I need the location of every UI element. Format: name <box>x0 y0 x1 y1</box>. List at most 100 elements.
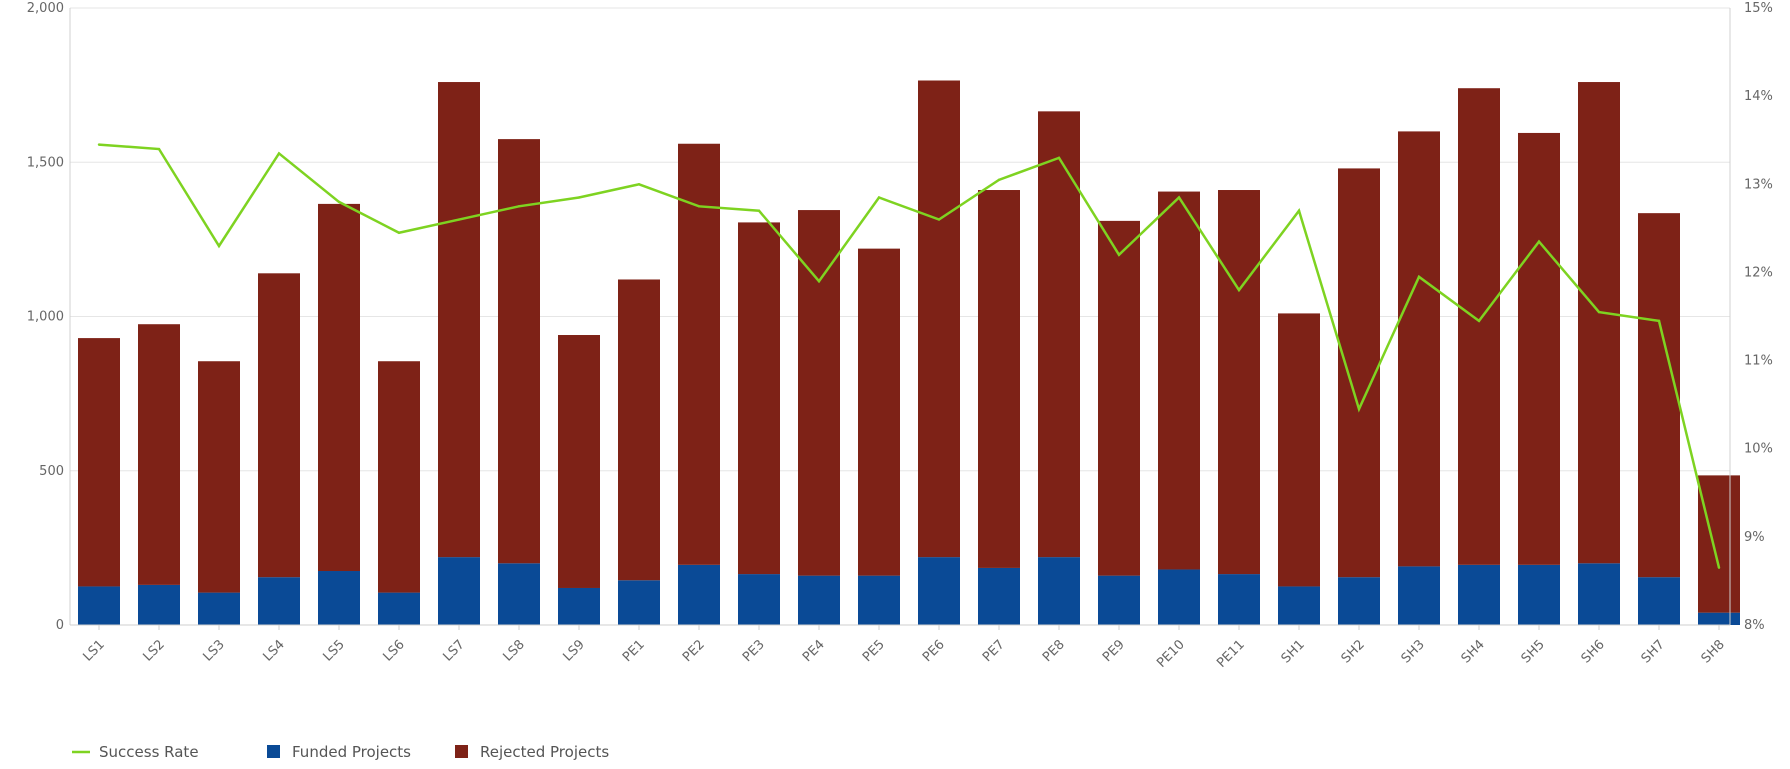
bar-funded-pe8[interactable] <box>1038 557 1080 625</box>
success-rate-point-ls5[interactable] <box>337 200 341 204</box>
success-rate-point-sh4[interactable] <box>1477 319 1481 323</box>
success-rate-point-sh1[interactable] <box>1297 209 1301 212</box>
bar-funded-ls6[interactable] <box>378 592 420 625</box>
bar-rejected-sh6[interactable] <box>1578 82 1620 564</box>
bar-funded-ls1[interactable] <box>78 586 120 625</box>
bar-funded-pe7[interactable] <box>978 567 1020 625</box>
bar-funded-sh4[interactable] <box>1458 564 1500 625</box>
bar-rejected-pe3[interactable] <box>738 222 780 575</box>
success-rate-point-ls6[interactable] <box>397 231 401 234</box>
success-rate-point-pe6[interactable] <box>937 218 941 221</box>
bar-rejected-sh1[interactable] <box>1278 313 1320 587</box>
stacked-bars <box>78 80 1740 625</box>
bar-funded-sh2[interactable] <box>1338 577 1380 625</box>
success-rate-point-ls4[interactable] <box>277 152 281 155</box>
legend-label: Funded Projects <box>292 743 411 761</box>
bar-funded-ls4[interactable] <box>258 577 300 625</box>
success-rate-point-ls3[interactable] <box>217 244 221 248</box>
bar-funded-pe6[interactable] <box>918 557 960 625</box>
bar-rejected-sh8[interactable] <box>1698 475 1740 613</box>
bar-rejected-ls9[interactable] <box>558 335 600 588</box>
success-rate-point-sh7[interactable] <box>1657 319 1661 323</box>
bar-funded-pe10[interactable] <box>1158 569 1200 625</box>
success-rate-point-pe11[interactable] <box>1237 288 1241 292</box>
success-rate-point-sh2[interactable] <box>1357 407 1361 411</box>
success-rate-point-ls8[interactable] <box>517 205 521 208</box>
bar-rejected-ls1[interactable] <box>78 338 120 587</box>
bar-funded-pe2[interactable] <box>678 564 720 625</box>
success-rate-point-pe1[interactable] <box>637 183 641 186</box>
success-rate-point-pe4[interactable] <box>817 280 821 283</box>
bar-funded-ls9[interactable] <box>558 587 600 625</box>
success-rate-point-pe7[interactable] <box>997 178 1001 182</box>
bar-funded-ls5[interactable] <box>318 571 360 625</box>
bar-rejected-pe5[interactable] <box>858 248 900 576</box>
success-rate-line[interactable] <box>98 143 1721 569</box>
bar-funded-sh6[interactable] <box>1578 563 1620 625</box>
bar-funded-sh5[interactable] <box>1518 564 1560 625</box>
bar-rejected-pe6[interactable] <box>918 80 960 558</box>
bar-funded-pe3[interactable] <box>738 574 780 625</box>
bar-rejected-sh3[interactable] <box>1398 131 1440 567</box>
bar-rejected-pe8[interactable] <box>1038 111 1080 558</box>
success-rate-point-pe9[interactable] <box>1117 253 1121 256</box>
success-rate-point-ls7[interactable] <box>457 218 461 221</box>
success-rate-point-ls2[interactable] <box>157 147 161 151</box>
legend-item-rejected-projects[interactable]: Rejected Projects <box>455 743 609 761</box>
legend-swatch-square <box>267 745 280 758</box>
success-rate-point-ls1[interactable] <box>97 143 101 146</box>
bar-rejected-sh2[interactable] <box>1338 168 1380 578</box>
bar-funded-pe9[interactable] <box>1098 575 1140 625</box>
bar-rejected-pe11[interactable] <box>1218 190 1260 575</box>
bar-rejected-pe4[interactable] <box>798 210 840 576</box>
success-rate-point-ls9[interactable] <box>577 196 581 199</box>
success-rate-point-sh8[interactable] <box>1717 566 1721 569</box>
legend-label: Rejected Projects <box>480 743 609 761</box>
x-tick-label: PE4 <box>800 637 828 665</box>
bar-funded-sh3[interactable] <box>1398 566 1440 625</box>
bar-rejected-ls7[interactable] <box>438 82 480 558</box>
bar-funded-pe11[interactable] <box>1218 574 1260 625</box>
bar-rejected-pe7[interactable] <box>978 190 1020 568</box>
success-rate-point-pe5[interactable] <box>877 196 881 199</box>
legend-item-success-rate[interactable]: Success Rate <box>72 743 199 761</box>
bar-rejected-sh7[interactable] <box>1638 213 1680 578</box>
bar-rejected-ls8[interactable] <box>498 139 540 564</box>
x-tick-label: LS6 <box>380 637 407 664</box>
success-rate-point-pe2[interactable] <box>697 205 701 208</box>
bar-rejected-ls2[interactable] <box>138 324 180 585</box>
bar-funded-sh8[interactable] <box>1698 612 1740 625</box>
x-tick-label: LS1 <box>80 637 107 664</box>
success-rate-point-pe3[interactable] <box>757 209 761 212</box>
bar-rejected-ls6[interactable] <box>378 361 420 593</box>
legend-item-funded-projects[interactable]: Funded Projects <box>267 743 411 761</box>
bar-funded-sh7[interactable] <box>1638 577 1680 625</box>
bar-rejected-pe10[interactable] <box>1158 191 1200 570</box>
bar-funded-pe5[interactable] <box>858 575 900 625</box>
bar-rejected-pe1[interactable] <box>618 279 660 581</box>
x-tick-label: PE6 <box>920 637 948 665</box>
bar-rejected-sh4[interactable] <box>1458 88 1500 565</box>
bar-rejected-ls3[interactable] <box>198 361 240 593</box>
success-rate-point-sh5[interactable] <box>1537 240 1541 243</box>
bar-funded-ls7[interactable] <box>438 557 480 625</box>
success-rate-point-sh3[interactable] <box>1417 275 1421 279</box>
y-right-tick-label: 15% <box>1744 1 1773 16</box>
bar-funded-pe1[interactable] <box>618 580 660 625</box>
legend: Success Rate Funded Projects Rejected Proj… <box>72 743 609 761</box>
x-tick-label: LS8 <box>500 637 527 664</box>
success-rate-point-pe8[interactable] <box>1057 156 1061 160</box>
bar-rejected-sh5[interactable] <box>1518 132 1560 565</box>
success-rate-point-sh6[interactable] <box>1597 310 1601 314</box>
bar-rejected-pe9[interactable] <box>1098 220 1140 576</box>
bar-funded-ls8[interactable] <box>498 563 540 625</box>
bar-rejected-pe2[interactable] <box>678 143 720 565</box>
bar-funded-ls2[interactable] <box>138 584 180 625</box>
bar-funded-sh1[interactable] <box>1278 586 1320 625</box>
bar-funded-pe4[interactable] <box>798 575 840 625</box>
bar-rejected-ls4[interactable] <box>258 273 300 578</box>
success-rate-point-pe10[interactable] <box>1177 196 1181 199</box>
bar-funded-ls3[interactable] <box>198 592 240 625</box>
x-tick-label: SH3 <box>1399 637 1428 666</box>
bar-rejected-ls5[interactable] <box>318 203 360 572</box>
